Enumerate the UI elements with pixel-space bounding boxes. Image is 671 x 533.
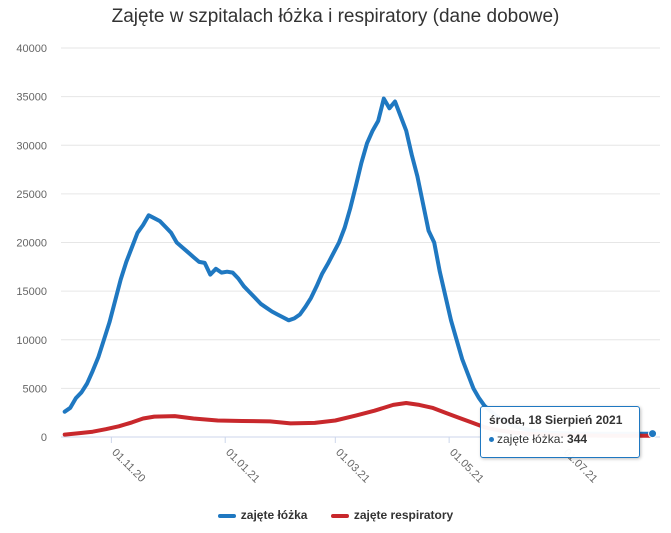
series-lines bbox=[62, 96, 655, 438]
legend-swatch-blue bbox=[217, 513, 236, 518]
x-tick-label: 01.01.21 bbox=[223, 447, 262, 486]
data-tooltip: środa, 18 Sierpień 2021 zajęte łóżka: 34… bbox=[480, 406, 640, 458]
y-tick-label: 40000 bbox=[16, 43, 47, 55]
y-tick-label: 0 bbox=[41, 432, 47, 444]
y-tick-label: 15000 bbox=[16, 286, 47, 298]
y-tick-label: 25000 bbox=[16, 189, 47, 201]
legend-label: zajęte łóżka bbox=[240, 508, 308, 522]
series-line-zajete-lozka bbox=[62, 96, 655, 436]
y-tick-label: 35000 bbox=[16, 92, 47, 104]
y-tick-label: 5000 bbox=[23, 383, 47, 395]
tooltip-row: zajęte łóżka: 344 bbox=[489, 432, 631, 446]
y-axis-ticks: 0 5000 10000 15000 20000 25000 30000 35000 40000 bbox=[16, 43, 47, 444]
legend-swatch-red bbox=[330, 513, 349, 518]
legend-label: zajęte respiratory bbox=[353, 508, 454, 522]
legend-item-zajete-lozka[interactable]: zajęte łóżka bbox=[217, 508, 308, 522]
y-tick-label: 30000 bbox=[16, 140, 47, 152]
x-tick-label: 01.03.21 bbox=[333, 447, 372, 486]
grid-lines bbox=[61, 47, 660, 438]
hover-point bbox=[648, 429, 658, 439]
chart-title: Zajęte w szpitalach łóżka i respiratory … bbox=[111, 6, 560, 27]
legend-item-zajete-respiratory[interactable]: zajęte respiratory bbox=[330, 508, 454, 522]
tooltip-date: środa, 18 Sierpień 2021 bbox=[489, 413, 623, 427]
chart-legend: zajęte łóżka zajęte respiratory bbox=[0, 508, 671, 522]
x-tick-label: 01.11.20 bbox=[109, 447, 147, 485]
tooltip-series-label: zajęte łóżka: bbox=[497, 432, 564, 446]
hover-marker bbox=[648, 429, 658, 439]
tooltip-series-dot bbox=[489, 437, 494, 443]
tooltip-value: 344 bbox=[567, 432, 588, 446]
y-tick-label: 20000 bbox=[16, 238, 47, 250]
y-tick-label: 10000 bbox=[16, 335, 47, 347]
